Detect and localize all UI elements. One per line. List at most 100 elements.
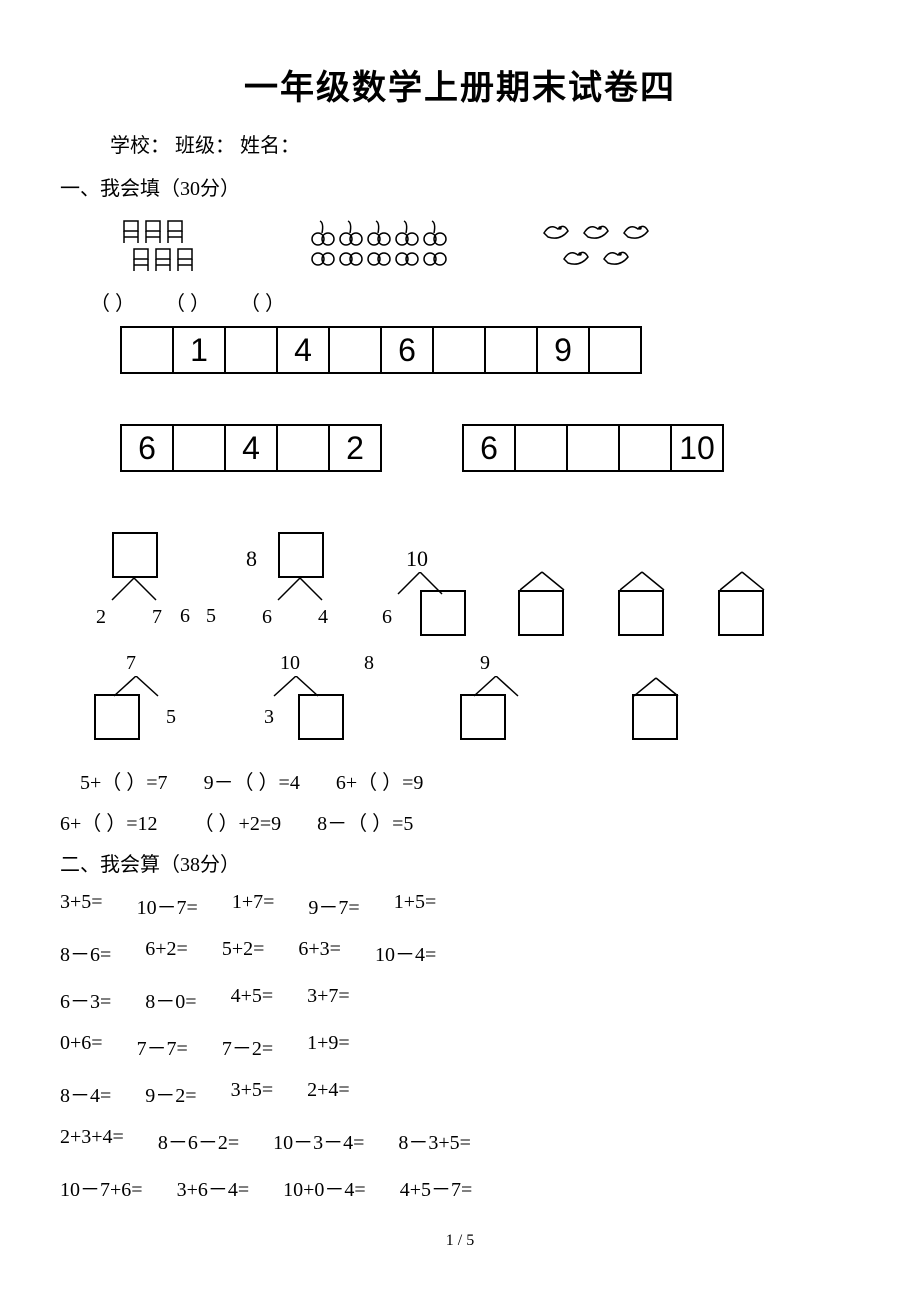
calc-expr: 8－0= bbox=[145, 985, 196, 1014]
number-cell bbox=[566, 424, 620, 472]
equation: 8－（ ）=5 bbox=[317, 807, 413, 836]
number-label: 3 bbox=[264, 706, 274, 729]
calc-expr: 3+6－4= bbox=[177, 1173, 250, 1202]
calc-row: 2+3+4= 8－6－2= 10－3－4= 8－3+5= bbox=[60, 1126, 860, 1155]
calc-expr: 10－4= bbox=[375, 938, 436, 967]
calc-expr: 2+3+4= bbox=[60, 1126, 124, 1155]
number-sequence-1: 1 4 6 9 bbox=[120, 326, 860, 374]
calc-row: 8－6=6+2=5+2=6+3=10－4= bbox=[60, 938, 860, 967]
chairs-icon bbox=[120, 219, 230, 279]
number-cell: 2 bbox=[328, 424, 382, 472]
calc-row: 3+5=10－7=1+7=9－7=1+5= bbox=[60, 891, 860, 920]
blank-box bbox=[298, 694, 344, 740]
number-cell bbox=[120, 326, 174, 374]
equation: 6+（ ）=9 bbox=[336, 766, 424, 795]
number-label: 2 bbox=[96, 606, 106, 629]
blank-box bbox=[718, 590, 764, 636]
number-cell bbox=[172, 424, 226, 472]
number-label: 5 bbox=[206, 605, 216, 642]
number-cell bbox=[618, 424, 672, 472]
number-cell bbox=[328, 326, 382, 374]
number-label: 10 bbox=[406, 546, 428, 572]
counting-icons-row bbox=[120, 219, 860, 279]
calc-expr: 7－7= bbox=[137, 1032, 188, 1061]
equation: 9－（ ）=4 bbox=[204, 766, 300, 795]
number-cell bbox=[224, 326, 278, 374]
decomposition-row-2: 7 5 10 8 3 9 bbox=[90, 652, 860, 752]
section-2-header: 二、我会算（38分） bbox=[60, 848, 860, 877]
number-sequence-2b: 6 10 bbox=[462, 424, 724, 472]
number-sequences-2: 6 4 2 6 10 bbox=[120, 424, 860, 472]
calc-expr: 6－3= bbox=[60, 985, 111, 1014]
calc-expr: 7－2= bbox=[222, 1032, 273, 1061]
number-cell: 6 bbox=[120, 424, 174, 472]
blank-box bbox=[618, 590, 664, 636]
blank-box bbox=[112, 532, 158, 578]
calc-expr: 4+5= bbox=[231, 985, 274, 1014]
info-line: 学校： 班级： 姓名： bbox=[110, 129, 860, 158]
page-number: 1 / 5 bbox=[60, 1232, 860, 1250]
calc-expr: 1+5= bbox=[394, 891, 437, 920]
number-label: 7 bbox=[126, 652, 136, 675]
number-cell: 1 bbox=[172, 326, 226, 374]
calc-expr: 1+7= bbox=[232, 891, 275, 920]
calc-expr: 0+6= bbox=[60, 1032, 103, 1061]
calc-expr: 8－4= bbox=[60, 1079, 111, 1108]
calc-expr: 4+5－7= bbox=[400, 1173, 473, 1202]
blank-box bbox=[632, 694, 678, 740]
blank-paren: （ ） bbox=[90, 287, 135, 316]
section-1-header: 一、我会填（30分） bbox=[60, 172, 860, 201]
calc-expr: 6+3= bbox=[298, 938, 341, 967]
equation-row-2: 6+（ ）=12 （ ）+2=9 8－（ ）=5 bbox=[60, 807, 860, 836]
calc-expr: 3+7= bbox=[307, 985, 350, 1014]
number-cell: 6 bbox=[462, 424, 516, 472]
number-cell: 10 bbox=[670, 424, 724, 472]
calc-expr: 10－7+6= bbox=[60, 1173, 143, 1202]
number-label: 8 bbox=[364, 652, 374, 675]
parens-row: （ ） （ ） （ ） bbox=[90, 287, 860, 316]
calc-expr: 9－7= bbox=[308, 891, 359, 920]
label-name: 姓名： bbox=[240, 135, 300, 157]
number-cell: 9 bbox=[536, 326, 590, 374]
number-label: 10 bbox=[280, 652, 300, 675]
calc-expr: 3+5= bbox=[60, 891, 103, 920]
number-cell: 4 bbox=[224, 424, 278, 472]
calc-expr: 10－3－4= bbox=[273, 1126, 364, 1155]
calc-expr: 2+4= bbox=[307, 1079, 350, 1108]
number-label: 7 bbox=[152, 606, 162, 629]
number-cell: 4 bbox=[276, 326, 330, 374]
calc-expr: 8－6= bbox=[60, 938, 111, 967]
decomposition-row-1: 2 7 6 5 8 6 4 10 6 bbox=[80, 532, 860, 642]
number-cell bbox=[514, 424, 568, 472]
calc-expr: 8－3+5= bbox=[398, 1126, 471, 1155]
page-title: 一年级数学上册期末试卷四 bbox=[60, 60, 860, 109]
calc-row: 8－4=9－2=3+5=2+4= bbox=[60, 1079, 860, 1108]
number-label: 5 bbox=[166, 706, 176, 729]
number-sequence-2a: 6 4 2 bbox=[120, 424, 382, 472]
blank-box bbox=[460, 694, 506, 740]
blank-paren: （ ） bbox=[165, 287, 210, 316]
calculations-block: 3+5=10－7=1+7=9－7=1+5=8－6=6+2=5+2=6+3=10－… bbox=[60, 891, 860, 1202]
calc-expr: 10+0－4= bbox=[283, 1173, 366, 1202]
calc-expr: 8－6－2= bbox=[158, 1126, 239, 1155]
equation: 6+（ ）=12 bbox=[60, 807, 158, 836]
number-label: 4 bbox=[318, 606, 328, 629]
number-cell: 6 bbox=[380, 326, 434, 374]
number-cell bbox=[276, 424, 330, 472]
blank-box bbox=[420, 590, 466, 636]
calc-expr: 9－2= bbox=[145, 1079, 196, 1108]
calc-expr: 1+9= bbox=[307, 1032, 350, 1061]
blank-paren: （ ） bbox=[240, 287, 285, 316]
number-label: 6 bbox=[382, 606, 392, 629]
calc-row: 0+6= 7－7= 7－2= 1+9= bbox=[60, 1032, 860, 1061]
number-cell bbox=[432, 326, 486, 374]
calc-row: 6－3= 8－0= 4+5= 3+7= bbox=[60, 985, 860, 1014]
equation: 5+（ ）=7 bbox=[80, 766, 168, 795]
label-class: 班级： bbox=[175, 135, 235, 157]
blank-box bbox=[278, 532, 324, 578]
blank-box bbox=[94, 694, 140, 740]
cherries-icon bbox=[310, 219, 460, 279]
label-school: 学校： bbox=[110, 135, 170, 157]
calc-row: 10－7+6= 3+6－4= 10+0－4= 4+5－7= bbox=[60, 1173, 860, 1202]
calc-expr: 5+2= bbox=[222, 938, 265, 967]
